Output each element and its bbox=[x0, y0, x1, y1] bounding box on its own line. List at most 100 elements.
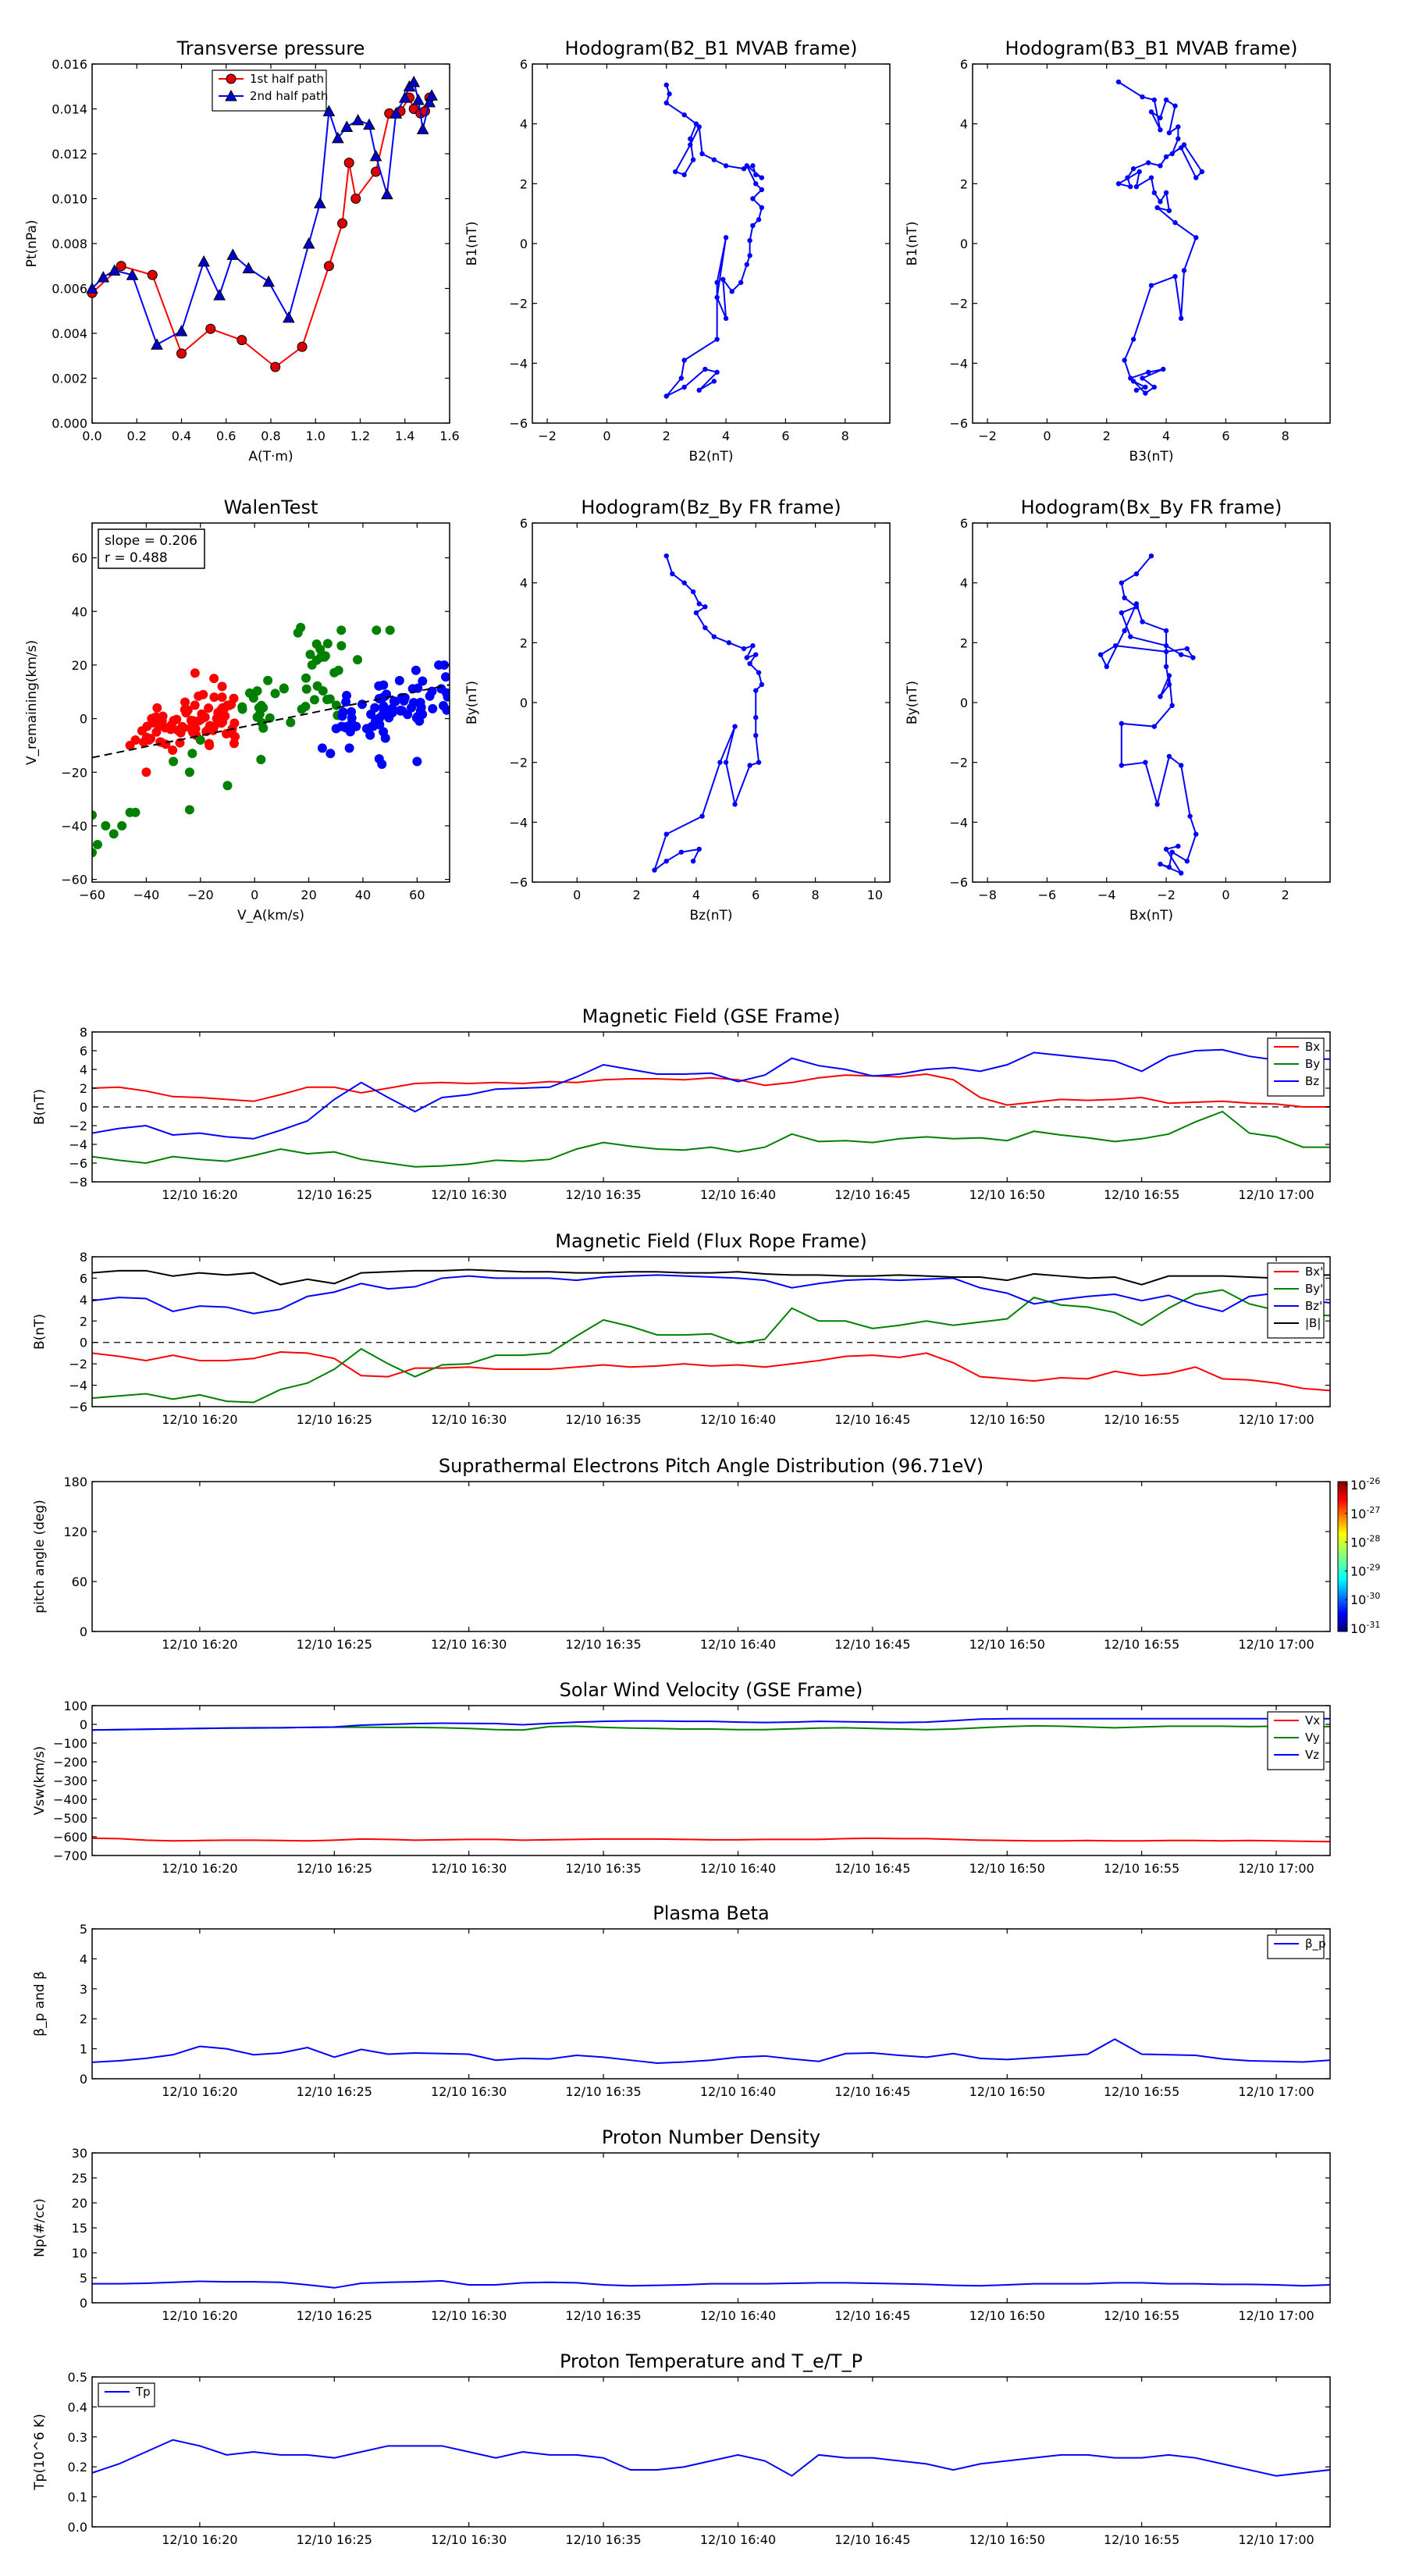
mag_gse-ytick-label: 2 bbox=[80, 1081, 87, 1096]
h1-ytick-label: 6 bbox=[520, 57, 528, 72]
walen-point bbox=[311, 639, 322, 649]
walen-point bbox=[190, 668, 200, 678]
np-xtick-label: 12/10 16:35 bbox=[565, 2308, 641, 2323]
h3-ytick-label: −2 bbox=[509, 756, 528, 770]
h1-path-point bbox=[681, 172, 687, 178]
h2-path-point bbox=[1143, 390, 1148, 396]
beta-ytick-label: 3 bbox=[80, 1982, 87, 1997]
walen-ytick-label: −40 bbox=[61, 819, 87, 834]
h3-xlabel: Bz(nT) bbox=[689, 908, 732, 923]
mag_fr-plot-frame bbox=[91, 1256, 1331, 1407]
h1-path-point bbox=[753, 181, 759, 187]
walen-point bbox=[209, 674, 219, 684]
walen-point bbox=[270, 688, 280, 699]
walen-point bbox=[301, 684, 311, 694]
walen-point bbox=[336, 641, 347, 651]
mag_fr-series-By-line bbox=[91, 1289, 1331, 1404]
vsw-legend-label: Vz bbox=[1305, 1748, 1319, 1762]
h4-xtick-label: −6 bbox=[1038, 888, 1057, 902]
pt-ytick-label: 0.012 bbox=[52, 147, 87, 162]
pad-colorbar-label-exp: -26 bbox=[1366, 1476, 1380, 1486]
h3-path-point bbox=[756, 760, 762, 765]
h2-path-point bbox=[1169, 151, 1175, 157]
mag_fr-xtick-label: 12/10 17:00 bbox=[1238, 1412, 1314, 1427]
h4-xtick-label: −8 bbox=[978, 888, 997, 902]
walen-point bbox=[322, 695, 333, 705]
walen-plot-frame bbox=[91, 522, 450, 883]
mag_fr-legend-label: Bz' bbox=[1305, 1299, 1322, 1313]
pt-point bbox=[350, 194, 361, 204]
h1-path-point bbox=[714, 369, 720, 375]
pt-point bbox=[197, 254, 210, 267]
pad-xtick-label: 12/10 16:25 bbox=[297, 1637, 372, 1652]
h1-ytick-label: −4 bbox=[509, 356, 528, 371]
pt-xtick-label: 0.0 bbox=[82, 429, 101, 443]
h4-path-point bbox=[1166, 681, 1172, 688]
h3-path-point bbox=[663, 553, 669, 559]
pt-xtick-label: 0.4 bbox=[172, 429, 191, 443]
vsw-ytick-label: −400 bbox=[53, 1792, 87, 1807]
mag_fr-xtick-label: 12/10 16:25 bbox=[297, 1412, 372, 1427]
pt-xtick-label: 1.6 bbox=[439, 429, 459, 443]
mag_fr-xtick-label: 12/10 16:50 bbox=[969, 1412, 1045, 1427]
mag_gse-ytick-label: −8 bbox=[69, 1175, 87, 1190]
h3-ytick-label: −6 bbox=[509, 875, 528, 890]
h1-path-point bbox=[723, 163, 729, 169]
pt-point bbox=[242, 262, 255, 274]
h4-path-point bbox=[1122, 595, 1127, 601]
pt-point bbox=[270, 361, 281, 372]
walen-xtick-label: 40 bbox=[355, 888, 371, 902]
h1-path-point bbox=[747, 237, 752, 244]
h3-xtick-label: 8 bbox=[811, 888, 819, 902]
tp-ytick-label: 0.1 bbox=[68, 2490, 87, 2505]
walen-point bbox=[257, 717, 267, 728]
walen-point bbox=[137, 726, 147, 736]
vsw-xtick-label: 12/10 16:40 bbox=[700, 1861, 776, 1876]
h3-path-point bbox=[747, 660, 752, 667]
np-plot-frame bbox=[91, 2152, 1331, 2304]
mag_fr-ytick-label: −6 bbox=[69, 1400, 87, 1414]
walen-xtick-label: −60 bbox=[79, 888, 105, 902]
mag_gse-xtick-label: 12/10 16:20 bbox=[162, 1187, 237, 1202]
h4-path-point bbox=[1119, 763, 1125, 768]
h1-xtick-label: 0 bbox=[603, 429, 610, 443]
h1-path-point bbox=[696, 387, 702, 393]
beta-ytick-label: 0 bbox=[80, 2072, 87, 2087]
h4-path-point bbox=[1190, 655, 1196, 660]
mag_fr-ytick-label: 6 bbox=[80, 1271, 87, 1286]
h1-path-point bbox=[702, 366, 708, 372]
tp-xtick-label: 12/10 16:40 bbox=[700, 2532, 776, 2547]
walen-point bbox=[374, 681, 384, 691]
h3-path-point bbox=[696, 846, 702, 852]
walen-point bbox=[368, 721, 379, 731]
h1-path-point bbox=[681, 358, 687, 363]
h1-xtick-label: 8 bbox=[841, 429, 849, 443]
h1-path-point bbox=[681, 384, 687, 390]
walen-point bbox=[256, 700, 266, 710]
h4-ytick-label: −2 bbox=[949, 756, 968, 770]
h4-path-point bbox=[1163, 846, 1169, 852]
walen-point bbox=[296, 622, 306, 632]
h3-path-point bbox=[702, 624, 708, 631]
vsw-xtick-label: 12/10 16:20 bbox=[162, 1861, 237, 1876]
beta-ytick-label: 2 bbox=[80, 2012, 87, 2026]
beta-xtick-label: 12/10 16:50 bbox=[969, 2084, 1045, 2099]
mag_fr-xtick-label: 12/10 16:20 bbox=[162, 1412, 237, 1427]
h4-ytick-label: 0 bbox=[960, 696, 968, 710]
walen-xlabel: V_A(km/s) bbox=[237, 908, 304, 923]
h4-path-point bbox=[1187, 813, 1193, 819]
pad-colorbar-label: 10-31 bbox=[1350, 1620, 1380, 1636]
h4-path-point bbox=[1166, 864, 1172, 870]
mag_gse-legend-label: Bz bbox=[1305, 1074, 1319, 1088]
pad-xtick-label: 12/10 16:40 bbox=[700, 1637, 776, 1652]
h1-xlabel: B2(nT) bbox=[689, 449, 734, 464]
mag_gse-ytick-label: −6 bbox=[69, 1156, 87, 1171]
np-timeseries-chart: Proton Number Density 12/10 16:20 12/10 16… bbox=[32, 2126, 1331, 2323]
vsw-legend-box bbox=[1267, 1711, 1325, 1770]
walen-annotation-box bbox=[98, 528, 205, 569]
pt-ytick-label: 0.014 bbox=[52, 102, 87, 117]
h4-xtick-label: −4 bbox=[1097, 888, 1116, 902]
mag_fr-title: Magnetic Field (Flux Rope Frame) bbox=[555, 1230, 866, 1252]
pad-ylabel: pitch angle (deg) bbox=[32, 1500, 48, 1614]
mag_fr-legend-label: By' bbox=[1305, 1282, 1323, 1296]
